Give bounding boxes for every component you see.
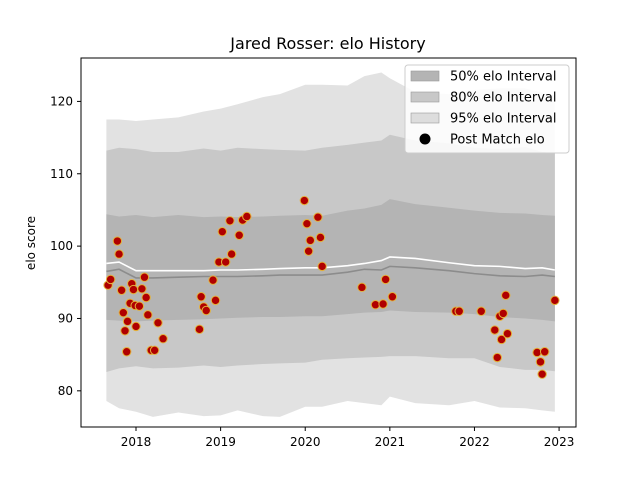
- post-match-elo-point: [234, 230, 244, 240]
- post-match-elo-point: [149, 345, 160, 356]
- legend-swatch: [410, 70, 440, 82]
- post-match-elo-point: [539, 347, 550, 357]
- x-tick-label: 2022: [459, 435, 490, 449]
- y-tick-label: 90: [58, 311, 73, 325]
- post-match-elo-point: [210, 295, 221, 306]
- y-tick-label: 110: [50, 167, 73, 181]
- legend-swatch: [410, 112, 440, 124]
- post-match-elo-point: [122, 316, 133, 327]
- legend-label: 80% elo Interval: [450, 91, 557, 106]
- band-50-interval: [106, 199, 555, 322]
- post-match-elo-point: [315, 232, 326, 243]
- post-match-elo-point: [153, 318, 163, 328]
- post-match-elo-point: [128, 284, 139, 295]
- post-match-elo-point: [134, 301, 145, 311]
- post-match-elo-point: [158, 334, 168, 344]
- post-match-elo-point: [535, 357, 546, 367]
- post-match-elo-point: [139, 272, 150, 282]
- post-match-elo-point: [492, 352, 503, 363]
- post-match-elo-point: [118, 307, 129, 318]
- post-match-elo-point: [502, 328, 513, 339]
- post-match-elo-point: [380, 274, 391, 285]
- chart-title: Jared Rosser: elo History: [229, 34, 425, 53]
- post-match-elo-point: [121, 347, 132, 357]
- post-match-elo-point: [496, 334, 507, 345]
- post-match-elo-point: [131, 321, 141, 332]
- x-tick-label: 2020: [290, 435, 321, 449]
- post-match-elo-point: [501, 290, 511, 301]
- post-match-elo-point: [357, 282, 367, 293]
- post-match-elo-point: [196, 292, 206, 302]
- legend-label: 95% elo Interval: [450, 112, 557, 127]
- post-match-elo-point: [116, 285, 127, 295]
- legend-label: 50% elo Interval: [450, 70, 557, 85]
- legend-box: [404, 64, 570, 154]
- post-match-elo-point: [370, 300, 381, 310]
- post-match-elo-point: [226, 249, 237, 259]
- legend-swatch: [410, 91, 440, 103]
- plot-frame: [80, 57, 577, 428]
- post-match-elo-point: [194, 324, 205, 335]
- post-match-elo-point: [454, 306, 464, 316]
- post-match-elo-point: [114, 249, 124, 259]
- post-match-elo-point: [141, 292, 151, 303]
- post-match-elo-point: [302, 218, 312, 229]
- post-match-elo-point: [299, 195, 310, 206]
- axes: 2018 2019 2020 2021 2022 2023 80 90 100 110 120: [50, 57, 577, 449]
- y-tick-label: 100: [50, 239, 73, 253]
- post-match-elo-point: [105, 274, 116, 285]
- post-match-elo-point: [137, 284, 147, 294]
- post-match-elo-point: [112, 236, 123, 246]
- plot-area: [103, 72, 560, 417]
- post-match-elo-point: [242, 211, 252, 222]
- y-tick-label: 120: [50, 94, 73, 108]
- post-match-elo-point: [387, 292, 398, 302]
- post-match-elo-point: [532, 347, 542, 358]
- post-match-elo-point: [498, 308, 508, 319]
- post-match-elo-point: [217, 226, 228, 237]
- y-tick-label: 80: [58, 384, 73, 398]
- x-tick-label: 2021: [375, 435, 406, 449]
- post-match-elo-point: [225, 216, 235, 226]
- legend-marker: [419, 133, 431, 145]
- post-match-elo-point: [305, 235, 316, 246]
- legend-label: Post Match elo: [450, 133, 545, 148]
- post-match-elo-point: [490, 325, 500, 335]
- post-match-elo-point: [120, 326, 130, 336]
- post-match-elo-point: [476, 306, 486, 316]
- x-tick-label: 2019: [205, 435, 236, 449]
- post-match-elo-point: [201, 305, 211, 316]
- median-line: [106, 265, 555, 279]
- post-match-elo-point: [550, 295, 560, 306]
- y-axis-label: elo score: [24, 216, 38, 270]
- legend: 50% elo Interval 80% elo Interval 95% elo …: [404, 64, 570, 154]
- post-match-elo-point: [378, 299, 388, 309]
- x-tick-label: 2018: [121, 435, 152, 449]
- post-match-elo-point: [220, 257, 231, 267]
- post-match-elo-point: [143, 310, 153, 320]
- post-match-elo-point: [537, 369, 547, 379]
- post-match-elo-point: [208, 275, 218, 285]
- x-tick-label: 2023: [544, 435, 575, 449]
- post-match-elo-point: [317, 261, 327, 272]
- post-match-elo-point: [313, 212, 323, 222]
- post-match-elo-point: [303, 246, 314, 256]
